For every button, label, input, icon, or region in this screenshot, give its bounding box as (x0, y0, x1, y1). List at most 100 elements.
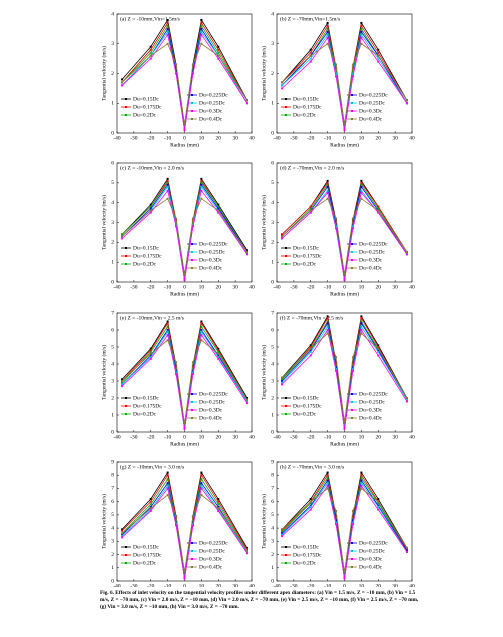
data-point (245, 398, 248, 401)
data-point (149, 203, 152, 206)
legend-label: Du=0.25Dc (199, 548, 225, 554)
data-point (245, 550, 248, 553)
data-point (281, 383, 284, 386)
data-point (377, 60, 380, 63)
y-axis-label: Tangential velocity (m/s) (100, 195, 107, 250)
data-point (166, 189, 169, 192)
data-point (309, 54, 312, 57)
y-tick-label: 3 (111, 41, 114, 47)
data-point (281, 531, 284, 534)
data-point (149, 54, 152, 57)
y-tick-label: 2 (271, 395, 274, 401)
data-point (166, 325, 169, 328)
data-point (309, 205, 312, 208)
legend-marker (125, 554, 127, 556)
data-point (245, 253, 248, 256)
data-point (360, 479, 363, 482)
data-point (166, 339, 169, 342)
legend-label: Du=0.2Dc (133, 411, 157, 417)
data-point (326, 36, 329, 39)
legend-label: Du=0.2Dc (293, 411, 317, 417)
x-tick-label: -20 (147, 284, 155, 290)
x-tick-label: 40 (409, 284, 415, 290)
data-point (183, 577, 186, 580)
legend-label: Du=0.175Dc (293, 253, 322, 259)
y-tick-label: 5 (111, 512, 114, 518)
data-point (377, 57, 380, 60)
data-point (335, 221, 338, 224)
x-tick-label: 0 (343, 434, 346, 440)
data-point (149, 354, 152, 357)
legend-marker (191, 401, 193, 403)
y-tick-label: 2 (111, 240, 114, 246)
x-tick-label: -30 (130, 284, 138, 290)
data-point (343, 123, 346, 126)
y-tick-label: 1 (271, 565, 274, 571)
data-point (191, 361, 194, 364)
y-tick-label: 4 (111, 361, 114, 367)
legend-label: Du=0.3Dc (199, 407, 223, 413)
x-tick-label: 20 (376, 583, 382, 587)
y-tick-label: 0 (111, 279, 114, 285)
x-tick-label: 0 (343, 135, 346, 141)
legend-label: Du=0.2Dc (133, 261, 157, 267)
legend-marker (125, 98, 127, 100)
data-point (166, 471, 169, 474)
x-tick-label: 30 (392, 434, 398, 440)
legend-label: Du=0.225Dc (359, 391, 388, 397)
data-point (326, 183, 329, 186)
data-point (200, 33, 203, 36)
y-axis-label: Tangential velocity (m/s) (100, 494, 107, 549)
data-point (326, 471, 329, 474)
y-tick-label: 1 (271, 412, 274, 418)
data-point (360, 482, 363, 485)
data-point (166, 334, 169, 337)
y-tick-label: 1 (271, 101, 274, 107)
data-point (200, 320, 203, 323)
legend-label: Du=0.225Dc (359, 241, 388, 247)
x-tick-label: -40 (113, 284, 121, 290)
y-tick-label: 1 (271, 259, 274, 265)
data-point (326, 27, 329, 30)
y-tick-label: 2 (111, 552, 114, 558)
data-point (405, 400, 408, 403)
data-point (326, 317, 329, 320)
data-point (351, 519, 354, 522)
data-point (217, 45, 220, 48)
data-point (309, 504, 312, 507)
data-point (121, 235, 124, 238)
data-point (360, 332, 363, 335)
legend-label: Du=0.2Dc (293, 560, 317, 566)
legend-marker (191, 417, 193, 419)
legend-label: Du=0.225Dc (199, 540, 228, 546)
data-point (217, 503, 220, 506)
legend-label: Du=0.2Dc (293, 112, 317, 118)
data-point (175, 69, 178, 72)
legend-label: Du=0.15Dc (133, 544, 159, 550)
y-tick-label: 4 (271, 361, 274, 367)
x-tick-label: 30 (232, 434, 238, 440)
legend-label: Du=0.175Dc (133, 104, 162, 110)
x-tick-label: -30 (290, 284, 298, 290)
data-point (149, 207, 152, 210)
data-point (245, 546, 248, 549)
data-point (377, 351, 380, 354)
data-point (200, 179, 203, 182)
data-point (405, 549, 408, 552)
data-point (217, 209, 220, 212)
data-point (309, 51, 312, 54)
legend-label: Du=0.3Dc (199, 257, 223, 263)
data-point (326, 474, 329, 477)
legend-label: Du=0.225Dc (359, 540, 388, 546)
legend-marker (191, 558, 193, 560)
data-point (326, 189, 329, 192)
y-tick-label: 2 (271, 71, 274, 77)
y-tick-label: 6 (271, 160, 274, 166)
legend-marker (125, 255, 127, 257)
data-point (149, 357, 152, 360)
data-point (149, 51, 152, 54)
data-point (121, 378, 124, 381)
panel-title: (g) Z = -10mm,Vin = 3.0 m/s (120, 463, 184, 470)
data-point (309, 354, 312, 357)
x-tick-label: -20 (307, 583, 315, 587)
